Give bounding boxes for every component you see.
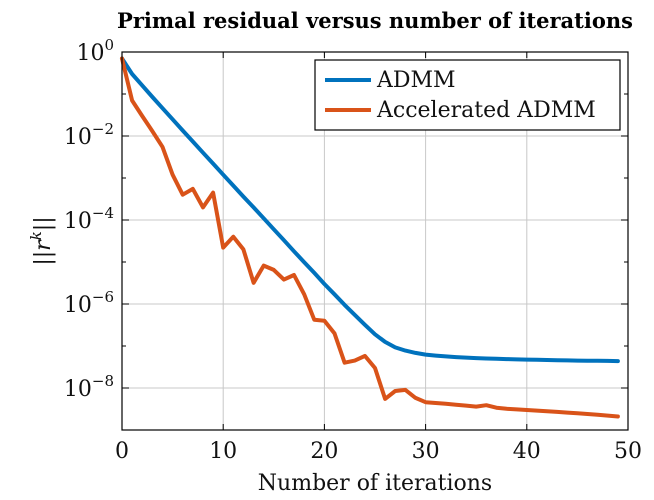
x-tick-label: 10 bbox=[209, 439, 237, 464]
series-layer bbox=[120, 56, 620, 419]
x-tick-label: 50 bbox=[614, 439, 642, 464]
x-tick-label: 20 bbox=[310, 439, 338, 464]
series-line-accelerated-admm bbox=[120, 56, 620, 419]
chart-title: Primal residual versus number of iterati… bbox=[117, 8, 633, 33]
x-tick-label: 0 bbox=[115, 439, 129, 464]
x-tick-label: 30 bbox=[412, 439, 440, 464]
series-line-admm bbox=[120, 56, 620, 364]
legend-box bbox=[314, 59, 621, 131]
ticks bbox=[121, 51, 629, 431]
y-axis-title: ||rk|| bbox=[27, 216, 56, 265]
legend-label-accelerated-admm: Accelerated ADMM bbox=[376, 98, 596, 123]
y-tick-label: 10−4 bbox=[64, 204, 114, 234]
x-tick-label: 40 bbox=[513, 439, 541, 464]
y-tick-label: 10−8 bbox=[64, 372, 114, 402]
y-tick-label: 100 bbox=[76, 36, 114, 66]
x-axis-title: Number of iterations bbox=[258, 471, 492, 496]
y-tick-label: 10−2 bbox=[64, 120, 114, 150]
legend: ADMM Accelerated ADMM bbox=[314, 59, 621, 131]
y-tick-label: 10−6 bbox=[64, 288, 114, 318]
y-tick-labels: 100 10−2 10−4 10−6 10−8 bbox=[64, 36, 114, 402]
plot-frame bbox=[121, 51, 629, 431]
legend-label-admm: ADMM bbox=[376, 68, 456, 93]
x-tick-labels: 0 10 20 30 40 50 bbox=[115, 439, 642, 464]
